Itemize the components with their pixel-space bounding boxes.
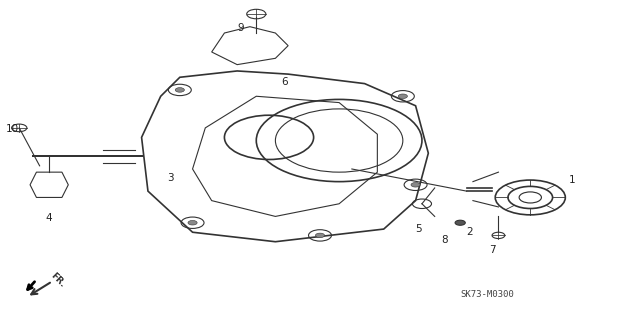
Text: 1: 1 <box>568 175 575 185</box>
Text: SK73-M0300: SK73-M0300 <box>460 290 514 299</box>
Text: 7: 7 <box>489 245 495 255</box>
Circle shape <box>316 233 324 238</box>
Text: 9: 9 <box>237 23 244 33</box>
Text: 4: 4 <box>46 213 52 223</box>
Circle shape <box>175 88 184 92</box>
Text: 2: 2 <box>467 227 473 237</box>
Text: 8: 8 <box>441 235 447 245</box>
Circle shape <box>455 220 465 225</box>
Text: 10: 10 <box>6 124 19 135</box>
Text: 3: 3 <box>167 174 173 183</box>
Text: 6: 6 <box>282 77 288 87</box>
Text: FR.: FR. <box>49 271 67 289</box>
Text: 5: 5 <box>415 224 422 234</box>
FancyArrowPatch shape <box>28 282 35 290</box>
Circle shape <box>398 94 408 99</box>
Circle shape <box>411 182 420 187</box>
Circle shape <box>188 220 197 225</box>
